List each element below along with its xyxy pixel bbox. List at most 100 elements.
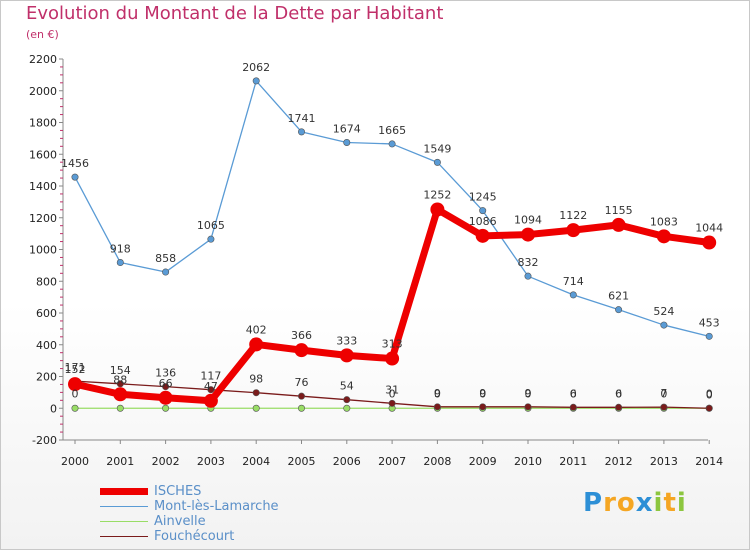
data-label: 1083 (650, 215, 678, 228)
brand-letter: i (676, 488, 687, 518)
data-label: 714 (563, 275, 584, 288)
x-tick-label: 2011 (559, 455, 587, 468)
data-point (660, 321, 668, 329)
data-label: 31 (385, 383, 399, 396)
data-point (71, 404, 79, 412)
data-point (475, 228, 490, 243)
data-label: 453 (699, 316, 720, 329)
y-tick-label: 1000 (29, 244, 57, 257)
data-label: 366 (291, 329, 312, 342)
data-label: 1044 (695, 222, 723, 235)
x-tick-label: 2001 (106, 455, 134, 468)
data-point (113, 387, 128, 402)
data-label: 6 (570, 387, 577, 400)
data-label: 524 (653, 305, 674, 318)
data-point (479, 403, 487, 411)
brand-letter: t (663, 488, 677, 518)
x-tick-label: 2003 (197, 455, 225, 468)
data-label: 2062 (242, 61, 270, 74)
data-point (660, 403, 668, 411)
data-label: 1155 (605, 204, 633, 217)
legend-label: Mont-lès-Lamarche (154, 499, 279, 514)
data-point (297, 128, 305, 136)
x-tick-label: 2004 (242, 455, 270, 468)
x-tick-label: 2006 (333, 455, 361, 468)
data-point (297, 404, 305, 412)
data-label: 0 (72, 387, 79, 400)
data-point (569, 403, 577, 411)
x-tick-label: 2008 (423, 455, 451, 468)
y-tick-label: 800 (36, 275, 57, 288)
y-tick-label: 600 (36, 307, 57, 320)
data-point (343, 139, 351, 147)
data-label: 0 (706, 388, 713, 401)
data-point (479, 207, 487, 215)
data-point (615, 403, 623, 411)
legend-item: Fouchécourt (100, 529, 279, 544)
data-label: 333 (336, 334, 357, 347)
data-point (569, 291, 577, 299)
brand-letter: x (635, 488, 654, 518)
data-label: 9 (525, 387, 532, 400)
y-tick-label: 0 (50, 402, 57, 415)
data-label: 1456 (61, 157, 89, 170)
data-point (294, 343, 309, 358)
y-tick-label: -200 (32, 434, 57, 447)
data-point (249, 337, 264, 352)
legend-item: ISCHES (100, 484, 279, 499)
data-point (162, 268, 170, 276)
brand-logo: Proxiti (583, 488, 687, 518)
data-point (343, 404, 351, 412)
brand-letter: P (583, 488, 604, 518)
data-label: 98 (249, 373, 263, 386)
legend-item: Ainvelle (100, 514, 279, 529)
legend-label: Ainvelle (154, 514, 206, 529)
data-point (705, 404, 713, 412)
data-label: 0 (434, 387, 441, 400)
data-label: 9 (479, 387, 486, 400)
data-label: 0 (615, 387, 622, 400)
data-label: 154 (110, 364, 131, 377)
data-point (521, 227, 535, 242)
legend-item: Mont-lès-Lamarche (100, 499, 279, 514)
data-label: 1065 (197, 219, 225, 232)
data-label: 621 (608, 290, 629, 303)
brand-letter: r (603, 488, 617, 518)
x-tick-label: 2014 (695, 455, 723, 468)
y-tick-label: 200 (36, 371, 57, 384)
data-point (162, 404, 170, 412)
data-label: 1665 (378, 124, 406, 137)
data-label: 6 (615, 387, 622, 400)
data-point (68, 377, 82, 392)
data-label: 0 (525, 387, 532, 400)
data-label: 9 (434, 387, 441, 400)
data-point (524, 272, 532, 280)
data-label: 1252 (423, 188, 451, 201)
data-label: 88 (113, 373, 127, 386)
data-label: 0 (389, 387, 396, 400)
data-point (207, 235, 215, 243)
data-point (430, 202, 445, 217)
data-point (702, 235, 717, 250)
y-tick-label: 1400 (29, 180, 57, 193)
data-point (433, 403, 441, 411)
data-point (116, 259, 124, 267)
x-tick-label: 2000 (61, 455, 89, 468)
legend-swatch (100, 488, 148, 495)
legend-swatch (100, 506, 148, 507)
x-tick-label: 2009 (469, 455, 497, 468)
chart-title: Evolution du Montant de la Dette par Hab… (26, 3, 444, 24)
brand-letter: i (653, 488, 664, 518)
data-label: 1122 (559, 209, 587, 222)
data-point (433, 158, 441, 166)
data-label: 832 (518, 256, 539, 269)
data-label: 152 (65, 363, 86, 376)
data-label: 1741 (288, 112, 316, 125)
y-tick-label: 2000 (29, 85, 57, 98)
x-tick-label: 2007 (378, 455, 406, 468)
data-label: 171 (65, 361, 86, 374)
data-point (388, 140, 396, 148)
data-point (611, 217, 626, 232)
data-label: 0 (706, 387, 713, 400)
